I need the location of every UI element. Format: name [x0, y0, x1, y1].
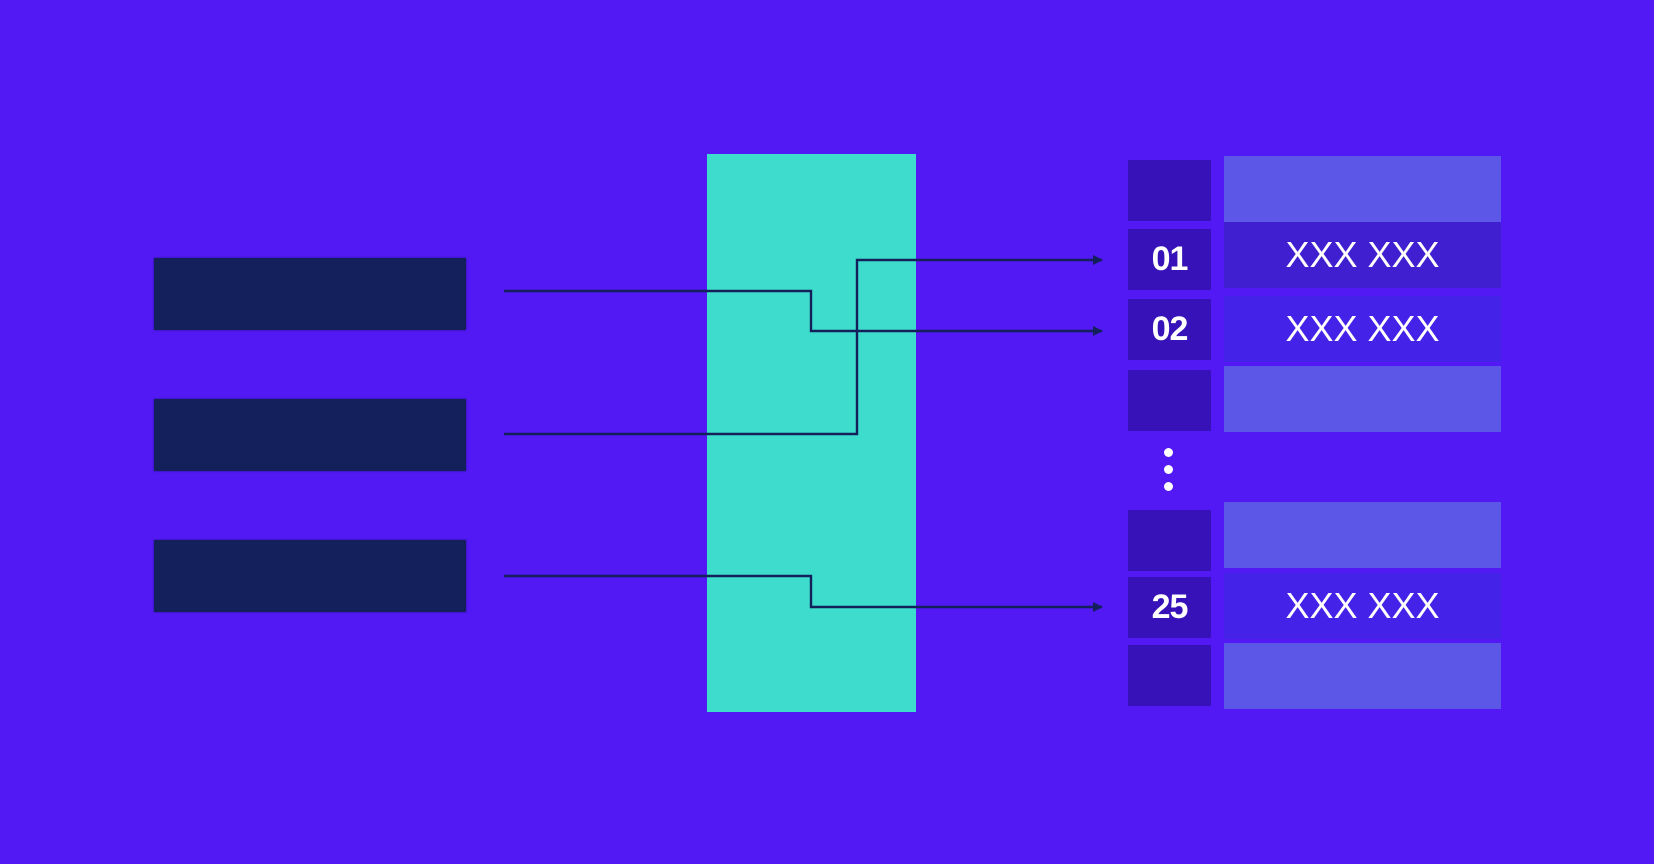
bucket-value-01: XXX XXX [1224, 222, 1501, 288]
bucket-index-empty-lower [1128, 510, 1211, 571]
arrow-key2-to-01 [504, 255, 1103, 436]
bucket-value-empty-lower [1224, 502, 1501, 568]
bucket-index-empty-bottom [1128, 645, 1211, 706]
key-block-2 [154, 399, 466, 471]
bucket-value-empty-top [1224, 156, 1501, 222]
key-block-1 [154, 258, 466, 330]
bucket-index-02: 02 [1128, 299, 1211, 360]
bucket-value-25: XXX XXX [1224, 573, 1501, 639]
key-block-3 [154, 540, 466, 612]
bucket-index-25: 25 [1128, 577, 1211, 638]
bucket-index-01: 01 [1128, 229, 1211, 290]
arrow-key1-to-02 [504, 289, 1103, 336]
ellipsis-dots-icon [1159, 448, 1179, 494]
bucket-value-empty-bottom [1224, 643, 1501, 709]
bucket-index-empty-top [1128, 160, 1211, 221]
bucket-index-empty-mid [1128, 370, 1211, 431]
arrow-key3-to-25 [504, 574, 1103, 612]
bucket-value-empty-mid [1224, 366, 1501, 432]
bucket-value-02: XXX XXX [1224, 296, 1501, 362]
